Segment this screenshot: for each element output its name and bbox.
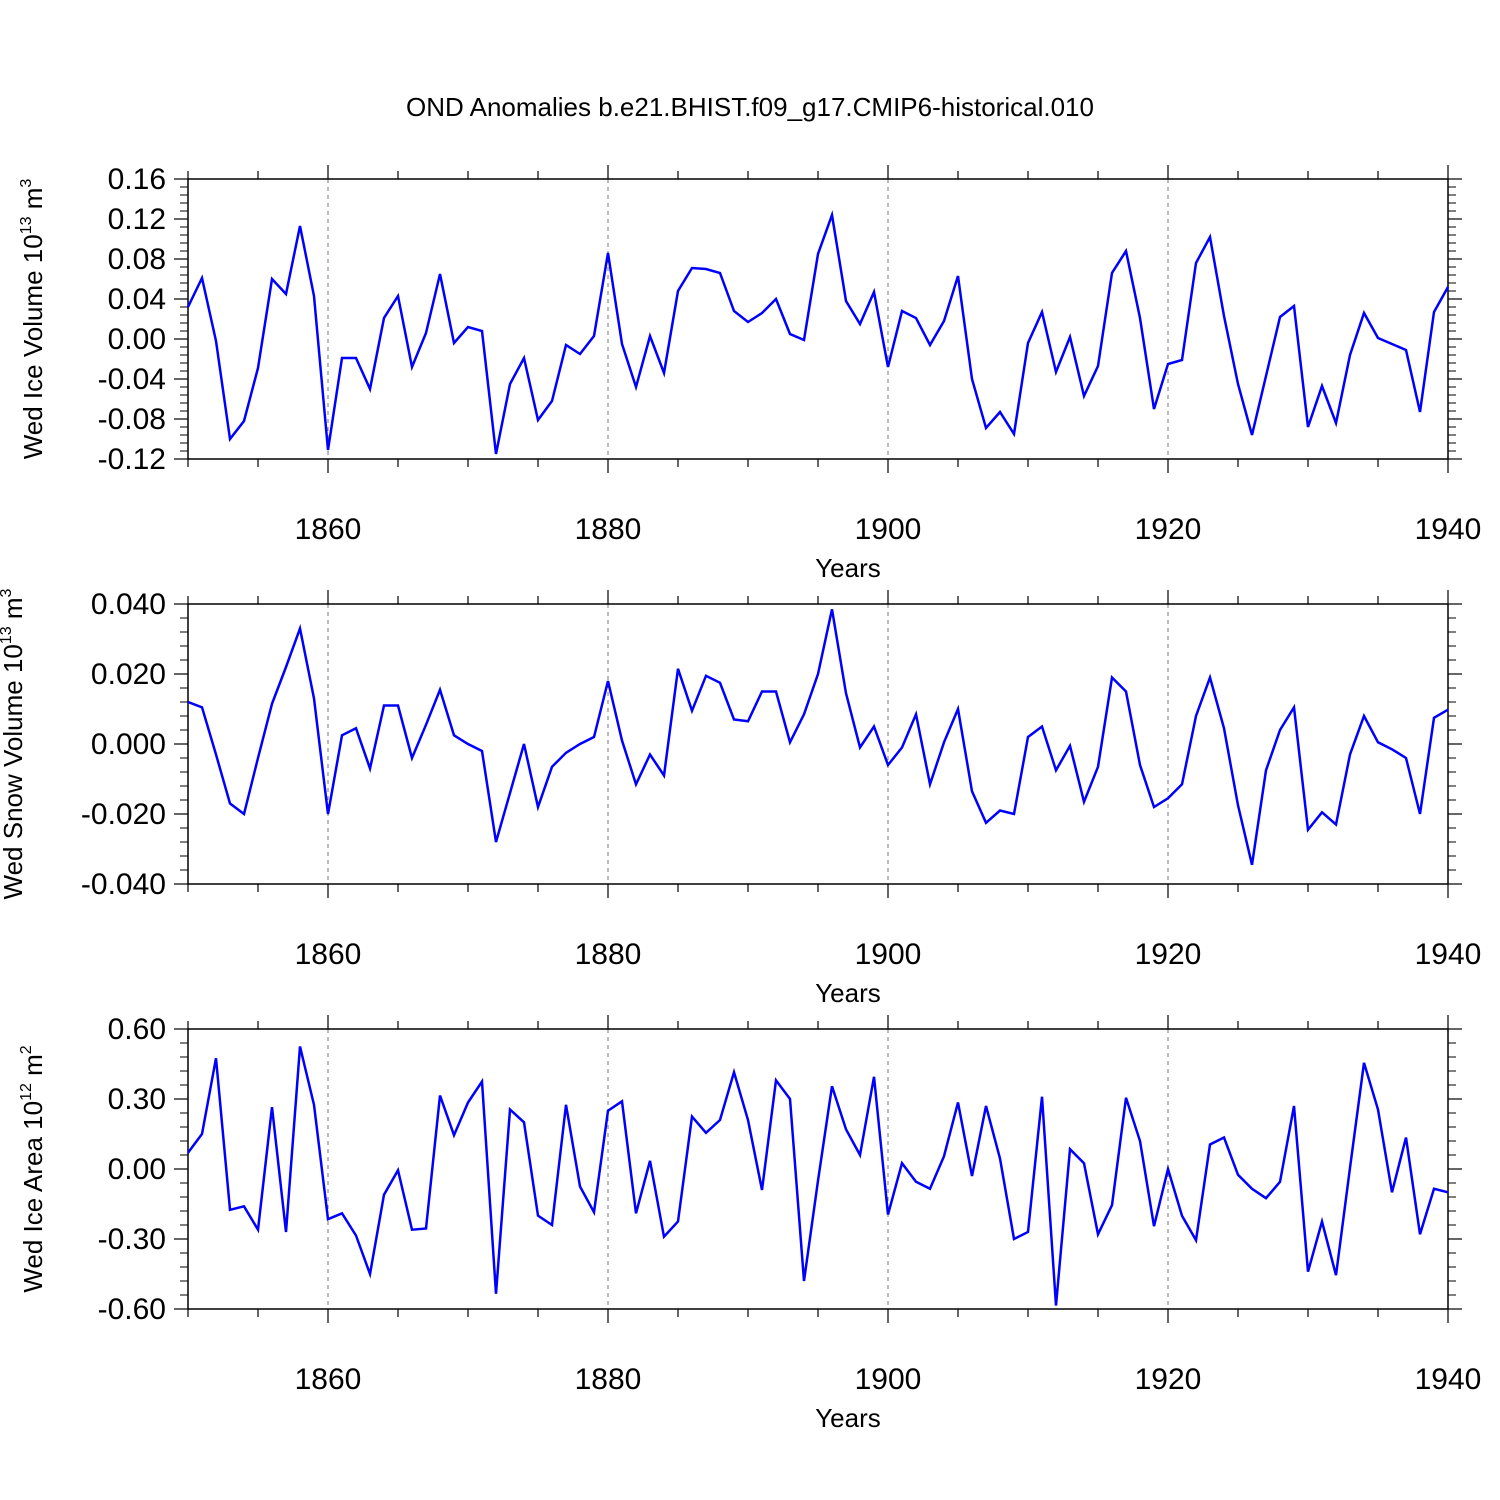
y-tick-label: -0.60 (98, 1293, 166, 1326)
y-axis-label-part: m (0, 597, 28, 626)
y-tick-label: 0.04 (108, 283, 166, 316)
y-tick-label: 0.12 (108, 203, 166, 236)
y-tick-label: 0.60 (108, 1013, 166, 1046)
y-tick-label: 0.30 (108, 1083, 166, 1116)
x-tick-label: 1880 (575, 938, 642, 971)
y-axis-label-superscript: 3 (0, 588, 15, 597)
plot-frame (187, 178, 1449, 460)
x-tick-label: 1920 (1135, 513, 1202, 546)
y-axis-label-superscript: 13 (0, 626, 15, 644)
y-tick-label: -0.020 (81, 798, 166, 831)
y-tick-label: 0.16 (108, 163, 166, 196)
x-tick-label: 1860 (295, 1363, 362, 1396)
plot-frame (187, 1028, 1449, 1310)
x-tick-label: 1940 (1415, 938, 1482, 971)
x-tick-label: 1860 (295, 938, 362, 971)
y-tick-label: 0.000 (91, 728, 166, 761)
x-axis-label: Years (815, 1403, 881, 1433)
series-line (186, 210, 1450, 455)
plot-frame (187, 603, 1449, 885)
y-axis-label: Wed Ice Volume 1013 m3 (18, 179, 48, 460)
y-axis-label: Wed Ice Area 1012 m2 (18, 1045, 48, 1292)
y-tick-label: -0.12 (98, 443, 166, 476)
series-line (187, 609, 1449, 866)
y-axis-label-superscript: 3 (18, 179, 35, 188)
y-axis-label-superscript: 2 (18, 1045, 35, 1054)
y-axis-label-part: m (18, 1054, 48, 1083)
x-tick-label: 1940 (1415, 1363, 1482, 1396)
chart-panel-2: -0.040 -0.020 0.000 0.020 0.040 1860 1880 1900 1… (0, 588, 1481, 1008)
x-tick-label: 1940 (1415, 513, 1482, 546)
y-tick-label: -0.08 (98, 403, 166, 436)
y-axis-label-part: Wed Snow Volume 10 (0, 644, 28, 899)
y-tick-label: 0.08 (108, 243, 166, 276)
y-tick-label: 0.00 (108, 1153, 166, 1186)
x-tick-label: 1920 (1135, 938, 1202, 971)
y-axis-label-part: Wed Ice Volume 10 (18, 234, 48, 459)
y-tick-label: 0.00 (108, 323, 166, 356)
y-axis-label-superscript: 12 (18, 1083, 35, 1101)
x-tick-label: 1860 (295, 513, 362, 546)
x-tick-label: 1900 (855, 513, 922, 546)
y-tick-label: -0.30 (98, 1223, 166, 1256)
y-axis-label: Wed Snow Volume 1013 m3 (0, 588, 28, 899)
x-tick-label: 1900 (855, 938, 922, 971)
y-tick-label: 0.040 (91, 588, 166, 621)
panels: -0.12 -0.08 -0.04 0.00 0.04 0.08 0.12 0.16 1860 1… (0, 163, 1481, 1433)
y-tick-label: -0.040 (81, 868, 166, 901)
chart-panel-1: -0.12 -0.08 -0.04 0.00 0.04 0.08 0.12 0.16 1860 1… (18, 163, 1481, 583)
y-axis-label-part: Wed Ice Area 10 (18, 1101, 48, 1293)
y-tick-label: 0.020 (91, 658, 166, 691)
x-tick-label: 1880 (575, 1363, 642, 1396)
y-tick-label: -0.04 (98, 363, 166, 396)
x-tick-label: 1900 (855, 1363, 922, 1396)
x-tick-label: 1920 (1135, 1363, 1202, 1396)
x-axis-label: Years (815, 553, 881, 583)
chart-panel-3: -0.60 -0.30 0.00 0.30 0.60 1860 1880 1900 1920 19… (18, 1013, 1481, 1433)
chart-title: OND Anomalies b.e21.BHIST.f09_g17.CMIP6-… (406, 92, 1094, 122)
x-axis-label: Years (815, 978, 881, 1008)
x-tick-label: 1880 (575, 513, 642, 546)
y-axis-label-part: m (18, 188, 48, 217)
series-line (186, 1046, 1449, 1306)
y-axis-label-superscript: 13 (18, 216, 35, 234)
